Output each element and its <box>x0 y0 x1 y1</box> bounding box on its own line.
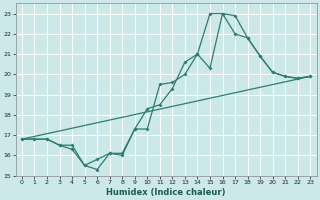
X-axis label: Humidex (Indice chaleur): Humidex (Indice chaleur) <box>106 188 226 197</box>
